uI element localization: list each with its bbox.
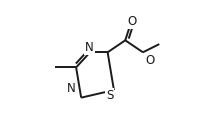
Text: N: N — [85, 41, 94, 54]
Text: O: O — [145, 54, 155, 67]
Text: S: S — [106, 89, 113, 102]
Text: O: O — [128, 15, 137, 28]
Text: N: N — [67, 82, 76, 95]
